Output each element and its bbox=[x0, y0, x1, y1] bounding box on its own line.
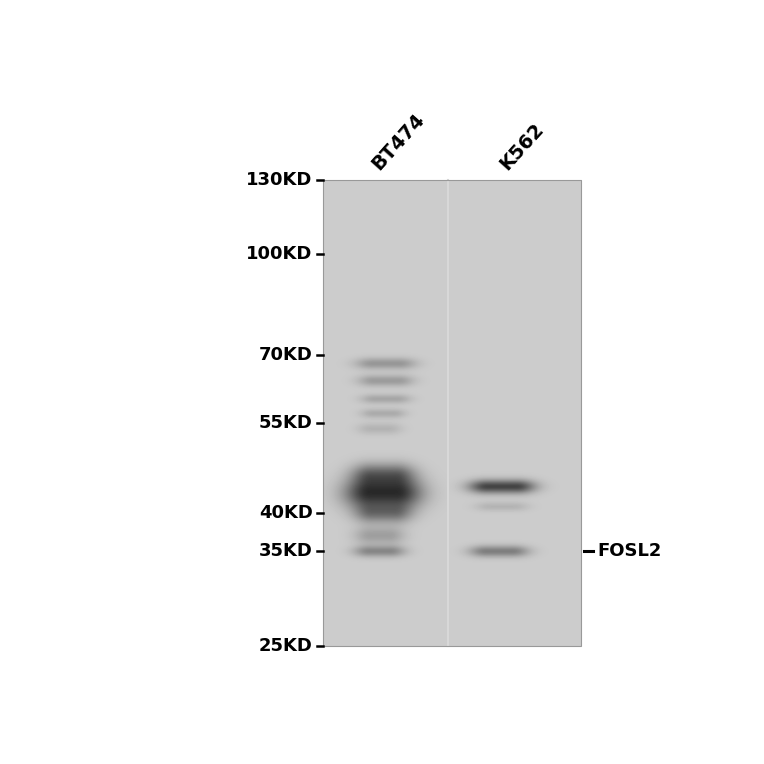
Text: 130KD: 130KD bbox=[246, 171, 312, 189]
Text: K562: K562 bbox=[497, 120, 548, 174]
Text: 100KD: 100KD bbox=[246, 245, 312, 264]
Bar bbox=[323, 180, 581, 646]
Text: 25KD: 25KD bbox=[259, 637, 312, 655]
Bar bbox=[323, 180, 581, 646]
Text: 55KD: 55KD bbox=[259, 414, 312, 432]
Text: FOSL2: FOSL2 bbox=[597, 542, 662, 560]
Text: 70KD: 70KD bbox=[259, 346, 312, 364]
Text: 40KD: 40KD bbox=[259, 504, 312, 523]
Text: BT474: BT474 bbox=[367, 110, 428, 174]
Text: 35KD: 35KD bbox=[259, 542, 312, 560]
